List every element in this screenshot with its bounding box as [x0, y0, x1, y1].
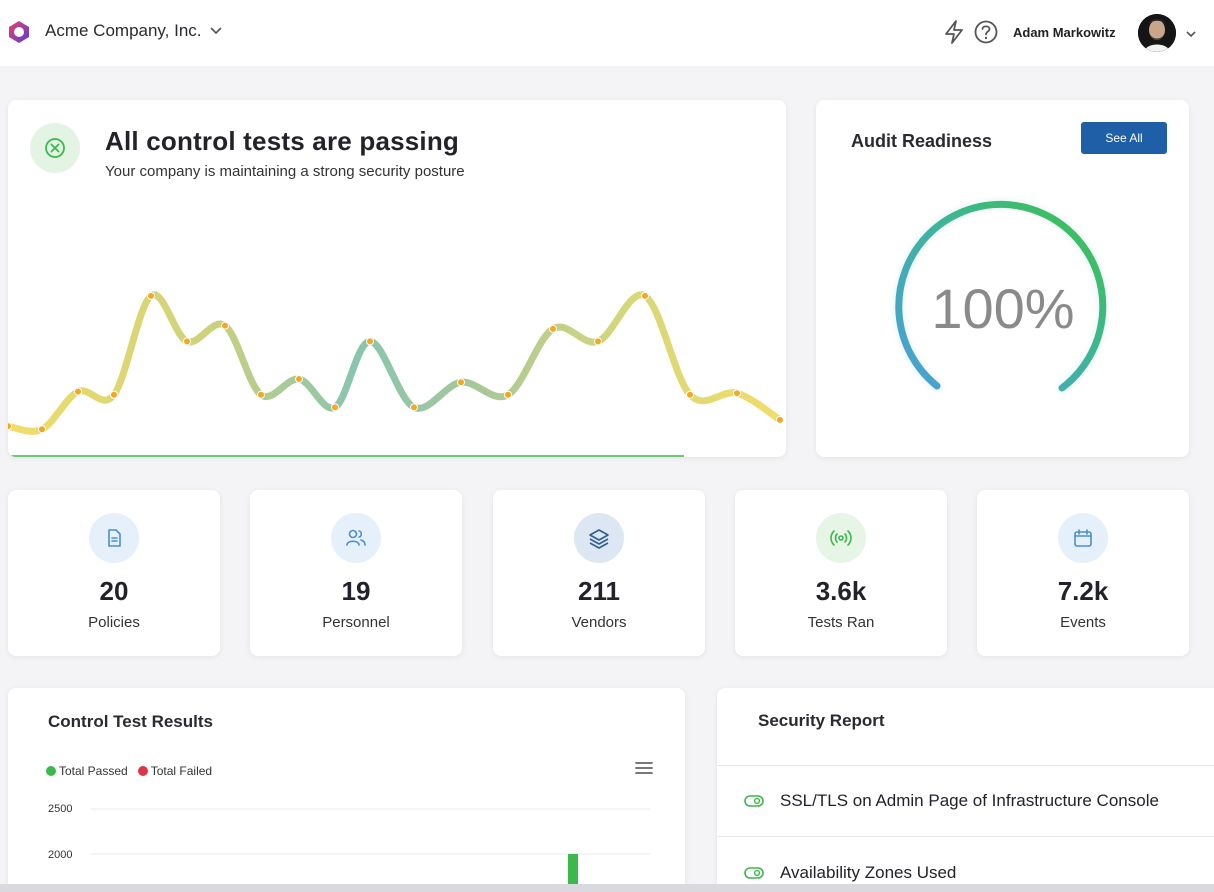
- bar-total-passed[interactable]: [568, 854, 578, 892]
- stat-label: Events: [1060, 614, 1106, 631]
- stat-value: 7.2k: [1057, 576, 1109, 606]
- trend-point: [549, 324, 557, 333]
- trend-point: [686, 390, 694, 399]
- stat-icon-wrap: [1058, 513, 1108, 563]
- trend-point: [733, 389, 741, 398]
- gauge-value: 100%: [931, 277, 1074, 340]
- control-status-card: All control tests are passing Your compa…: [8, 100, 786, 457]
- control-test-bar-chart: 2500 2000: [48, 803, 650, 892]
- security-item-label: Availability Zones Used: [780, 863, 957, 882]
- audit-readiness-card: Audit Readiness See All 100%: [816, 100, 1189, 457]
- toggle-on-icon: [744, 867, 764, 879]
- legend-item-failed[interactable]: Total Failed: [137, 764, 213, 778]
- trend-point: [257, 390, 265, 399]
- stat-card-tests-ran[interactable]: 3.6k Tests Ran: [735, 490, 947, 656]
- check-circle-icon: [45, 138, 65, 158]
- stat-label: Tests Ran: [807, 614, 875, 631]
- trend-point: [366, 337, 374, 346]
- layers-icon: [589, 529, 609, 549]
- security-report-card: Security Report SSL/TLS on Admin Page of…: [717, 688, 1214, 892]
- trend-point: [410, 403, 418, 412]
- stat-icon-wrap: [89, 513, 139, 563]
- control-test-results-title: Control Test Results: [48, 712, 213, 731]
- avatar-image: [1138, 14, 1176, 52]
- document-icon: [108, 529, 121, 547]
- chevron-down-icon: [209, 27, 222, 35]
- stat-value: 20: [99, 576, 129, 606]
- trend-point: [331, 403, 339, 412]
- trend-line: [8, 291, 784, 435]
- stat-label: Vendors: [571, 614, 627, 631]
- stat-label: Personnel: [322, 614, 390, 631]
- chart-legend: Total Passed Total Failed: [46, 764, 212, 778]
- legend-dot-passed: [46, 766, 56, 776]
- trend-point: [594, 337, 602, 346]
- list-item[interactable]: Availability Zones Used: [717, 836, 1214, 892]
- user-name[interactable]: Adam Markowitz: [1013, 25, 1116, 40]
- status-badge: [30, 123, 80, 173]
- company-name: Acme Company, Inc.: [45, 21, 202, 40]
- trend-point: [641, 291, 649, 300]
- stat-card-personnel[interactable]: 19 Personnel: [250, 490, 462, 656]
- stat-card-vendors[interactable]: 211 Vendors: [493, 490, 705, 656]
- users-icon: [346, 529, 366, 546]
- trend-point: [183, 337, 191, 346]
- hero-subtitle: Your company is maintaining a strong sec…: [105, 163, 465, 180]
- y-tick-label: 2500: [48, 803, 72, 815]
- broadcast-icon: [830, 530, 852, 546]
- trend-point: [221, 321, 229, 330]
- stat-icon-wrap: [331, 513, 381, 563]
- bottom-edge: [0, 884, 1214, 892]
- legend-label-failed: Total Failed: [150, 764, 213, 778]
- trend-point: [295, 375, 303, 384]
- stat-value: 19: [341, 576, 371, 606]
- company-logo-icon: [9, 21, 29, 43]
- security-report-title: Security Report: [758, 711, 885, 730]
- stat-icon-wrap: [816, 513, 866, 563]
- trend-point: [38, 425, 46, 434]
- stat-value: 3.6k: [815, 576, 867, 606]
- trend-point: [110, 390, 118, 399]
- readiness-gauge: 100%: [894, 199, 1108, 393]
- lightning-icon[interactable]: [941, 19, 967, 45]
- security-item-label: SSL/TLS on Admin Page of Infrastructure …: [780, 791, 1159, 810]
- top-bar: Acme Company, Inc. Adam Markowitz: [0, 0, 1214, 66]
- stat-label: Policies: [88, 614, 140, 631]
- control-test-results-card: Control Test Results Total Passed Total …: [8, 688, 685, 892]
- audit-title: Audit Readiness: [851, 131, 993, 151]
- y-tick-label: 2000: [48, 849, 72, 861]
- toggle-on-icon: [744, 795, 764, 807]
- trend-point: [504, 390, 512, 399]
- trend-point: [147, 291, 155, 300]
- legend-dot-failed: [137, 766, 148, 776]
- help-icon[interactable]: [973, 19, 999, 45]
- trend-point: [74, 387, 82, 396]
- legend-item-passed[interactable]: Total Passed: [46, 764, 128, 778]
- company-switcher[interactable]: Acme Company, Inc.: [45, 21, 222, 41]
- chart-menu-icon[interactable]: [634, 760, 654, 776]
- stat-card-policies[interactable]: 20 Policies: [8, 490, 220, 656]
- stat-card-events[interactable]: 7.2k Events: [977, 490, 1189, 656]
- hero-title: All control tests are passing: [105, 126, 460, 156]
- user-menu-chevron-icon[interactable]: [1184, 27, 1198, 41]
- calendar-icon: [1074, 529, 1092, 547]
- trend-chart: [8, 291, 784, 457]
- trend-point: [457, 378, 465, 387]
- avatar[interactable]: [1138, 14, 1176, 52]
- trend-point: [8, 422, 12, 431]
- list-item[interactable]: SSL/TLS on Admin Page of Infrastructure …: [717, 765, 1214, 835]
- stat-value: 211: [578, 576, 620, 606]
- see-all-button[interactable]: See All: [1081, 122, 1167, 154]
- stat-icon-wrap: [574, 513, 624, 563]
- legend-label-passed: Total Passed: [59, 764, 128, 778]
- trend-point: [776, 415, 784, 424]
